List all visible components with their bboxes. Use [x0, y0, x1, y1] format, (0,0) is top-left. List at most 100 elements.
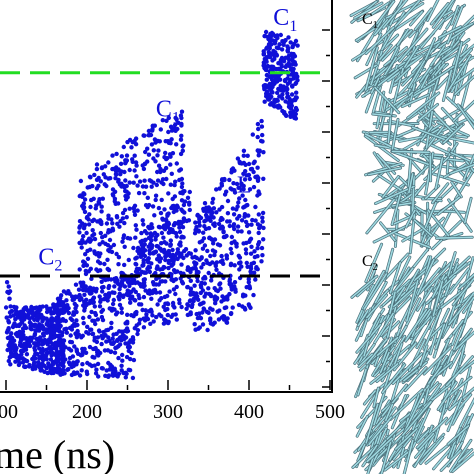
data-point [245, 222, 250, 228]
data-point [201, 208, 206, 213]
molecule-stick-highlight [398, 28, 428, 62]
data-point [117, 297, 122, 302]
plot-frame [0, 0, 333, 393]
data-point [109, 320, 114, 326]
molecule-stick-highlight [428, 365, 443, 384]
data-point [142, 178, 147, 183]
data-point [102, 348, 108, 353]
data-point [148, 231, 153, 236]
data-point [195, 213, 200, 218]
data-point [11, 313, 16, 318]
data-point [128, 338, 133, 343]
data-point [119, 310, 125, 315]
data-point [81, 321, 86, 326]
data-point [66, 289, 71, 294]
data-point [166, 265, 171, 271]
molecule-stick-highlight [368, 313, 381, 337]
molecule-stick-highlight [389, 261, 402, 294]
data-point [98, 297, 104, 303]
data-point [212, 286, 217, 291]
data-point [79, 245, 84, 250]
data-point [66, 346, 72, 351]
data-point [99, 209, 104, 214]
data-point [83, 240, 88, 245]
data-point [212, 249, 218, 254]
molecule-stick-highlight [400, 128, 440, 152]
data-point [149, 142, 155, 147]
data-point [106, 373, 112, 378]
data-point [155, 257, 160, 262]
data-point [22, 305, 28, 310]
data-point [246, 172, 252, 178]
data-point [274, 53, 280, 58]
data-point [200, 246, 206, 251]
data-point [181, 143, 186, 148]
data-point [295, 43, 300, 48]
data-point [105, 266, 110, 272]
data-point [84, 302, 89, 308]
molecule-render-c2 [350, 242, 474, 474]
data-point [197, 240, 202, 245]
data-point [161, 304, 166, 309]
data-point [211, 206, 217, 211]
molecule-stick-highlight [401, 400, 432, 436]
data-point [201, 261, 206, 267]
molecule-stick-highlight [450, 5, 459, 25]
data-point [235, 216, 240, 221]
data-point [117, 291, 122, 296]
molecule-stick-highlight [430, 2, 449, 25]
data-point [125, 195, 130, 200]
data-point [124, 371, 129, 376]
data-point [154, 266, 160, 271]
data-point [29, 322, 34, 327]
data-point [259, 259, 264, 264]
data-point [90, 183, 95, 189]
data-point [165, 306, 170, 312]
data-point [246, 280, 251, 285]
data-point [54, 366, 60, 372]
molecule-stick-highlight [363, 273, 388, 310]
data-point [12, 348, 18, 354]
data-point [162, 247, 167, 253]
molecule-stick-highlight [394, 427, 418, 450]
molecule-stick-highlight [447, 439, 457, 459]
data-point [77, 292, 82, 298]
data-point [165, 301, 171, 307]
molecule-stick-highlight [373, 387, 380, 408]
data-point [229, 187, 235, 192]
data-point [199, 256, 204, 261]
data-point [180, 225, 186, 230]
data-points [3, 29, 300, 381]
data-point [245, 264, 250, 269]
data-point [10, 343, 15, 349]
data-point [26, 310, 31, 316]
x-tick-label: 400 [234, 401, 264, 423]
molecule-stick-highlight [462, 296, 474, 314]
data-point [288, 110, 293, 115]
data-point [158, 256, 164, 261]
data-point [227, 177, 232, 183]
data-point [113, 312, 119, 317]
data-point [116, 282, 122, 287]
data-point [178, 167, 184, 172]
data-point [171, 222, 177, 228]
data-point [153, 197, 158, 203]
data-point [182, 210, 187, 215]
data-point [184, 218, 189, 224]
data-point [142, 248, 148, 253]
data-point [196, 220, 202, 225]
data-point [90, 318, 95, 323]
data-point [86, 269, 92, 274]
data-point [109, 217, 114, 222]
data-point [93, 371, 99, 376]
data-point [193, 220, 198, 225]
data-point [248, 251, 254, 256]
data-point [179, 109, 185, 114]
data-point [239, 229, 244, 234]
data-point [202, 243, 208, 248]
molecule-stick-highlight [445, 355, 474, 387]
data-point [191, 290, 196, 296]
data-point [87, 344, 93, 350]
data-point [168, 162, 173, 167]
data-point [259, 124, 265, 129]
